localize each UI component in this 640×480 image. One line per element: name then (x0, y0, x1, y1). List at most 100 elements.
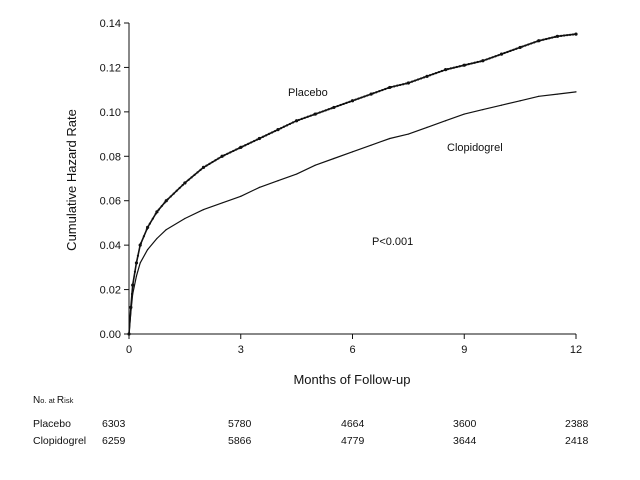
risk-cell: 3600 (453, 418, 477, 430)
risk-table-header: No. at Risk (33, 395, 74, 406)
y-tick-label: 0.14 (100, 18, 121, 30)
data-point-clopidogrel (135, 275, 138, 277)
event-marker-placebo (568, 33, 572, 36)
y-tick-label: 0.06 (100, 196, 121, 208)
event-marker-placebo (372, 92, 375, 95)
event-marker-placebo (518, 46, 521, 49)
event-marker-placebo (312, 113, 315, 116)
data-point-clopidogrel (147, 248, 149, 251)
event-marker-placebo (232, 149, 235, 153)
event-marker-placebo (336, 104, 339, 108)
event-marker-placebo (279, 127, 283, 130)
event-marker-placebo (482, 59, 485, 62)
event-marker-placebo (315, 112, 318, 115)
event-marker-placebo (440, 69, 443, 73)
data-point-clopidogrel (575, 91, 577, 93)
event-marker-placebo (151, 217, 154, 220)
event-marker-placebo (190, 176, 193, 179)
series-line-clopidogrel (128, 91, 577, 335)
event-marker-placebo (464, 63, 467, 66)
data-point-clopidogrel (333, 157, 335, 160)
event-marker-placebo (512, 48, 515, 51)
event-marker-placebo (419, 77, 423, 80)
data-point-placebo (134, 261, 139, 265)
data-point-clopidogrel (445, 120, 447, 122)
risk-row-label: Clopidogrel (33, 435, 86, 447)
x-axis-label: Months of Follow-up (293, 372, 410, 387)
data-point-clopidogrel (370, 144, 372, 146)
event-marker-placebo (551, 36, 554, 39)
data-point-clopidogrel (156, 237, 158, 240)
event-marker-placebo (455, 65, 458, 69)
event-marker-placebo (458, 65, 461, 68)
event-marker-placebo (175, 189, 178, 192)
event-marker-placebo (264, 134, 268, 137)
data-point-clopidogrel (221, 202, 223, 204)
event-marker-placebo (318, 111, 321, 114)
event-marker-placebo (166, 198, 169, 201)
event-marker-placebo (270, 131, 274, 134)
event-marker-placebo (172, 192, 175, 195)
event-marker-placebo (390, 85, 393, 89)
event-marker-placebo (408, 81, 411, 84)
event-marker-placebo (133, 270, 137, 273)
event-marker-placebo (494, 55, 497, 58)
event-marker-placebo (500, 53, 503, 56)
event-marker-placebo (303, 116, 306, 119)
event-marker-placebo (267, 132, 271, 135)
event-marker-placebo (521, 45, 524, 48)
event-marker-placebo (539, 39, 542, 42)
series-label-placebo: Placebo (288, 87, 328, 99)
event-marker-placebo (384, 87, 387, 91)
x-tick-label: 12 (570, 344, 582, 356)
event-marker-placebo (226, 152, 229, 155)
event-marker-placebo (387, 86, 390, 90)
event-marker-placebo (339, 103, 342, 107)
event-marker-placebo (285, 124, 289, 127)
event-marker-placebo (554, 35, 557, 38)
series-label-clopidogrel: Clopidogrel (447, 142, 503, 154)
event-marker-placebo (452, 66, 455, 69)
x-tick-label: 0 (126, 344, 132, 356)
event-marker-placebo (327, 108, 330, 111)
event-marker-placebo (253, 139, 256, 143)
event-marker-placebo (238, 147, 241, 150)
data-point-clopidogrel (407, 133, 409, 135)
data-point-clopidogrel (482, 109, 484, 111)
event-marker-placebo (434, 72, 438, 75)
event-marker-placebo (503, 51, 506, 55)
event-marker-placebo (560, 34, 563, 37)
risk-table: Placebo 6303 5780 4664 3600 2388 Clopidogrel 62… (33, 418, 589, 447)
event-marker-placebo (470, 62, 473, 65)
event-marker-placebo (273, 129, 277, 133)
event-marker-placebo (461, 64, 464, 67)
data-point-clopidogrel (240, 195, 242, 197)
event-marker-placebo (467, 63, 470, 66)
event-marker-placebo (193, 173, 196, 176)
event-marker-placebo (345, 101, 348, 104)
data-point-clopidogrel (556, 93, 558, 95)
data-point-clopidogrel (258, 186, 260, 188)
event-marker-placebo (524, 44, 527, 47)
event-marker-placebo (294, 119, 297, 123)
event-marker-placebo (413, 79, 417, 82)
event-marker-placebo (142, 235, 145, 238)
event-marker-placebo (536, 40, 539, 43)
y-tick-label: 0.08 (100, 151, 121, 163)
event-marker-placebo (244, 144, 247, 147)
risk-cell: 3644 (453, 435, 477, 447)
risk-cell: 5866 (228, 435, 252, 447)
event-marker-placebo (548, 37, 551, 40)
event-marker-placebo (205, 164, 208, 167)
event-marker-placebo (259, 137, 262, 140)
p-value-annotation: P<0.001 (372, 236, 413, 248)
event-marker-placebo (154, 212, 157, 215)
event-marker-placebo (446, 68, 449, 71)
event-marker-placebo (485, 58, 488, 61)
event-marker-placebo (148, 222, 151, 225)
event-marker-placebo (342, 102, 345, 106)
event-marker-placebo (473, 61, 476, 64)
event-marker-placebo (366, 94, 369, 97)
data-point-clopidogrel (132, 293, 134, 295)
